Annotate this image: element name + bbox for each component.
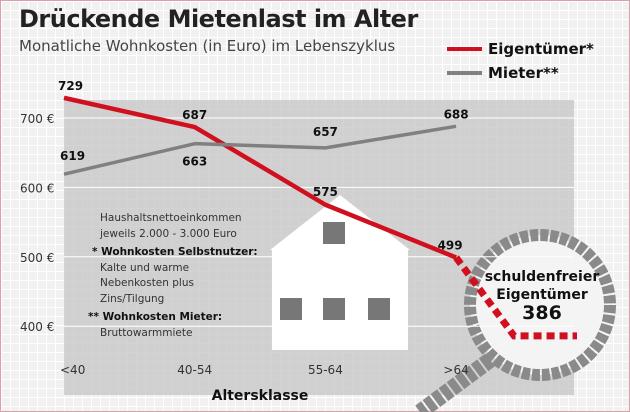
chart-subtitle: Monatliche Wohnkosten (in Euro) im Leben… (19, 37, 396, 55)
data-label: 729 (58, 79, 83, 93)
x-tick-label: 55-64 (308, 363, 343, 377)
footnote-box: Haushaltsnettoeinkommen jeweils 2.000 - … (88, 211, 258, 341)
series-line-eigentuemer (63, 95, 457, 260)
series-line-mieter (63, 124, 457, 176)
annotation-line2: Eigentümer (496, 287, 588, 303)
legend-label: Eigentümer* (488, 40, 594, 58)
debt-free-annotation: schuldenfreier Eigentümer 386 (482, 268, 602, 324)
legend-item-mieter: Mieter** (447, 64, 559, 82)
legend-swatch-red (447, 47, 482, 51)
note-line: jeweils 2.000 - 3.000 Euro (100, 227, 237, 240)
y-tick-label: 500 € (20, 251, 54, 265)
data-label: 657 (313, 125, 338, 139)
note-heading: ** Wohnkosten Mieter: (88, 311, 223, 323)
magnifier-handle (415, 353, 495, 412)
x-tick-label: <40 (60, 363, 85, 377)
annotation-value: 386 (522, 302, 562, 324)
legend-item-eigentuemer: Eigentümer* (447, 40, 594, 58)
house-window (323, 222, 345, 244)
data-label: 575 (313, 185, 338, 199)
debt-free-dashed-line (453, 255, 577, 340)
data-label: 663 (182, 155, 207, 169)
legend-label: Mieter** (488, 64, 559, 82)
data-label: 619 (60, 149, 85, 163)
data-label: 687 (182, 108, 207, 122)
note-heading: * Wohnkosten Selbstnutzer: (92, 246, 258, 258)
annotation-line1: schuldenfreier (484, 269, 600, 285)
note-line: Nebenkosten plus (100, 277, 194, 289)
note-line: Haushaltsnettoeinkommen (100, 212, 242, 224)
y-tick-label: 600 € (20, 181, 54, 195)
y-tick-label: 400 € (20, 320, 54, 334)
x-axis-label: Altersklasse (212, 388, 309, 404)
note-line: Bruttowarmmiete (100, 326, 193, 339)
note-line: Kalte und warme (100, 261, 190, 274)
legend-swatch-gray (447, 71, 482, 75)
x-tick-label: 40-54 (177, 363, 212, 377)
y-tick-label: 700 € (20, 112, 54, 126)
chart-title: Drückende Mietenlast im Alter (19, 5, 418, 33)
magnifier-icon (464, 229, 616, 381)
house-window (368, 298, 390, 320)
data-label: 688 (444, 107, 469, 121)
house-window (280, 298, 302, 320)
data-label: 499 (438, 238, 463, 252)
x-tick-label: >64 (443, 363, 468, 377)
note-line: Zins/Tilgung (100, 292, 165, 305)
house-window (323, 298, 345, 320)
